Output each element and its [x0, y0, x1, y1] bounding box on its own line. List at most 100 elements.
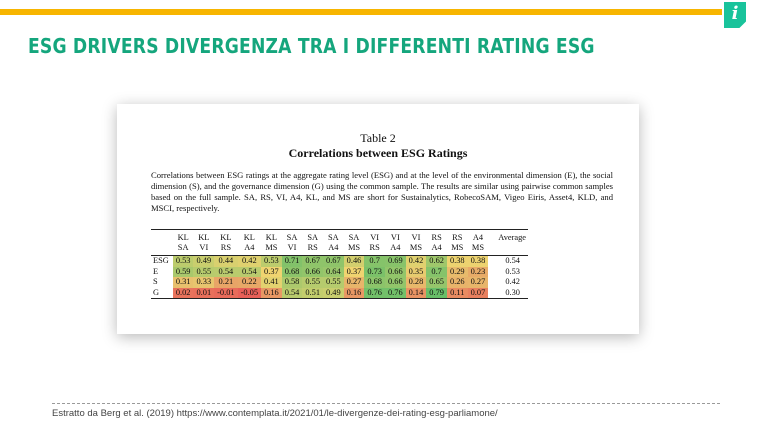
- correlation-cell: 0.02: [172, 287, 194, 299]
- table-body: ESG 0.53 0.49 0.44 0.42 0.53 0.71 0.67 0.67 0.46 0…: [151, 255, 529, 299]
- average-header: Average: [488, 229, 529, 243]
- correlation-cell: 0.66: [384, 277, 406, 288]
- correlation-cell: 0.53: [261, 255, 282, 267]
- correlation-cell: 0.16: [261, 287, 282, 299]
- correlation-cell: 0.42: [237, 255, 262, 267]
- column-header-top: KL: [261, 229, 282, 243]
- average-cell: 0.42: [505, 277, 520, 286]
- column-header-bottom: MS: [405, 243, 427, 256]
- correlation-cell: 0.26: [446, 277, 468, 288]
- correlation-cell: -0.05: [237, 287, 262, 299]
- header-blank: [488, 243, 529, 256]
- correlation-cell: 0.59: [172, 266, 194, 277]
- table-description: Correlations between ESG ratings at the …: [151, 170, 613, 213]
- correlation-cell: 0.65: [426, 277, 447, 288]
- correlation-cell: 0.69: [384, 255, 406, 267]
- correlation-cell: 0.7: [364, 255, 385, 267]
- correlation-cell: 0.21: [214, 277, 238, 288]
- row-label: S: [153, 277, 158, 286]
- column-header-top: SA: [343, 229, 365, 243]
- correlation-cell: 0.16: [343, 287, 365, 299]
- correlation-cell: 0.64: [323, 266, 344, 277]
- column-header-top: VI: [364, 229, 385, 243]
- correlation-cell: 0.53: [172, 255, 194, 267]
- correlation-cell: 0.22: [237, 277, 262, 288]
- column-header-bottom: A4: [426, 243, 447, 256]
- correlation-cell: 0.66: [302, 266, 324, 277]
- column-header-bottom: MS: [343, 243, 365, 256]
- correlation-cell: -0.01: [214, 287, 238, 299]
- correlation-cell: 0.68: [364, 277, 385, 288]
- average-cell: 0.54: [505, 256, 520, 265]
- table-row: ESG 0.53 0.49 0.44 0.42 0.53 0.71 0.67 0.67 0.46 0…: [151, 255, 528, 267]
- correlation-table: KL KL KL KL KL SA SA SA SA VI VI VI RS RS A4 Average SA…: [151, 229, 529, 299]
- correlation-cell: 0.76: [364, 287, 385, 299]
- correlation-cell: 0.29: [446, 266, 468, 277]
- correlation-cell: 0.27: [467, 277, 489, 288]
- correlation-cell: 0.66: [384, 266, 406, 277]
- column-header-bottom: SA: [172, 243, 194, 256]
- correlation-cell: 0.51: [302, 287, 324, 299]
- correlation-cell: 0.27: [343, 277, 365, 288]
- column-header-top: SA: [323, 229, 344, 243]
- correlation-cell: 0.14: [405, 287, 427, 299]
- correlation-cell: 0.67: [323, 255, 344, 267]
- table-row: S 0.31 0.33 0.21 0.22 0.41 0.58 0.55 0.55 0.27 0.6…: [151, 277, 528, 288]
- column-header-bottom: A4: [323, 243, 344, 256]
- correlation-cell: 0.23: [467, 266, 489, 277]
- correlation-cell: 0.35: [405, 266, 427, 277]
- column-header-top: RS: [426, 229, 447, 243]
- correlation-cell: 0.73: [364, 266, 385, 277]
- correlation-cell: 0.37: [343, 266, 365, 277]
- correlation-cell: 0.67: [302, 255, 324, 267]
- average-cell: 0.30: [488, 287, 529, 299]
- correlation-cell: 0.7: [426, 266, 447, 277]
- column-header-top: SA: [281, 229, 303, 243]
- column-header-bottom: RS: [302, 243, 324, 256]
- correlation-cell: 0.55: [302, 277, 324, 288]
- header-blank: [151, 243, 173, 256]
- paper-excerpt-image: Table 2 Correlations between ESG Ratings…: [117, 104, 639, 334]
- column-header-top: VI: [384, 229, 406, 243]
- correlation-cell: 0.71: [281, 255, 303, 267]
- correlation-cell: 0.46: [343, 255, 365, 267]
- column-header-bottom: MS: [446, 243, 468, 256]
- correlation-cell: 0.79: [426, 287, 447, 299]
- column-header-bottom: RS: [214, 243, 238, 256]
- correlation-cell: 0.49: [323, 287, 344, 299]
- column-header-top: VI: [405, 229, 427, 243]
- correlation-cell: 0.37: [261, 266, 282, 277]
- column-header-bottom: VI: [281, 243, 303, 256]
- correlation-cell: 0.42: [405, 255, 427, 267]
- correlation-cell: 0.54: [214, 266, 238, 277]
- column-header-top: KL: [172, 229, 194, 243]
- table-row: G 0.02 0.01 -0.01 -0.05 0.16 0.54 0.51 0.49 0.16 0…: [151, 287, 529, 299]
- column-header-bottom: VI: [193, 243, 215, 256]
- correlation-cell: 0.33: [193, 277, 215, 288]
- column-header-bottom: A4: [384, 243, 406, 256]
- correlation-cell: 0.55: [323, 277, 344, 288]
- column-header-bottom: RS: [364, 243, 385, 256]
- correlation-cell: 0.28: [405, 277, 427, 288]
- table-row: E 0.59 0.55 0.54 0.54 0.37 0.68 0.66 0.64 0.37 0.7…: [151, 266, 528, 277]
- column-header-bottom: A4: [237, 243, 262, 256]
- correlation-cell: 0.44: [214, 255, 238, 267]
- row-label: G: [151, 287, 173, 299]
- source-note: Estratto da Berg et al. (2019) https://w…: [52, 408, 498, 419]
- column-header-top: A4: [467, 229, 489, 243]
- correlation-cell: 0.01: [193, 287, 215, 299]
- correlation-cell: 0.68: [281, 266, 303, 277]
- row-label: E: [153, 266, 159, 276]
- correlation-cell: 0.41: [261, 277, 282, 288]
- correlation-cell: 0.38: [467, 255, 489, 267]
- correlation-cell: 0.07: [467, 287, 489, 299]
- column-header-top: SA: [302, 229, 324, 243]
- column-header-top: KL: [214, 229, 238, 243]
- correlation-cell: 0.31: [172, 277, 194, 288]
- header-row-bottom: SA VI RS A4 MS VI RS A4 MS RS A4 MS A4 MS MS: [151, 243, 529, 256]
- correlation-cell: 0.76: [384, 287, 406, 299]
- footer-divider: [52, 403, 720, 404]
- header-blank: [151, 229, 173, 243]
- column-header-top: KL: [237, 229, 262, 243]
- info-icon[interactable]: i: [724, 2, 746, 28]
